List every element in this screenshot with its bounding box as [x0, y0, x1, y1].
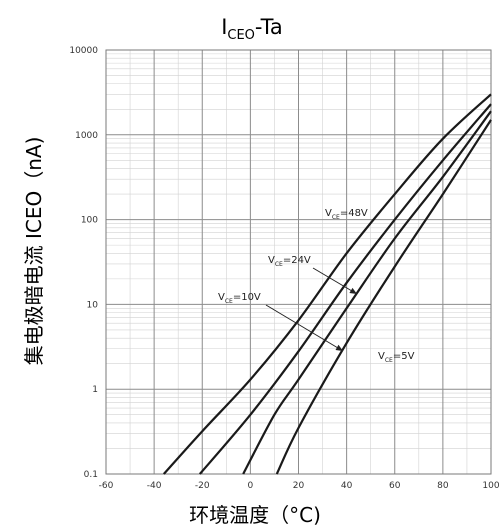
y-tick-label: 10 [87, 300, 99, 310]
y-axis-title: 集电极暗电流 ICEO（nA) [22, 137, 46, 366]
tick-labels: -60 -40 -20 0 20 40 60 80 100 0.1 1 10 100 1000 10000 [69, 46, 499, 491]
chart-title: ICEO-Ta [221, 15, 283, 43]
x-tick-label: 100 [482, 481, 499, 491]
title-main: I [221, 15, 227, 39]
series-line-2 [198, 103, 492, 475]
series-curves [162, 93, 492, 475]
x-tick-label: 60 [389, 481, 401, 491]
series-label-tail: =48V [340, 208, 368, 219]
x-tick-label: -20 [195, 481, 210, 491]
series-label-1: VCE=48V [325, 208, 368, 221]
x-tick-label: 80 [437, 481, 449, 491]
series-label-2: VCE=24V [268, 255, 311, 268]
leader-line [265, 304, 344, 352]
series-label-tail: =5V [393, 351, 415, 362]
x-axis-title: 环境温度（°C) [189, 503, 321, 527]
x-tick-label: -60 [99, 481, 114, 491]
x-tick-label: 40 [341, 481, 353, 491]
series-line-3 [242, 110, 492, 475]
series-label-tail: =24V [283, 255, 311, 266]
y-tick-label: 1000 [75, 131, 98, 141]
series-line-1 [162, 93, 492, 475]
series-label-main: V [378, 351, 385, 362]
title-subscript: CEO [227, 28, 255, 43]
title-tail: -Ta [255, 15, 283, 39]
series-label-main: V [325, 208, 332, 219]
y-tick-label: 10000 [69, 46, 98, 56]
series-label-main: V [218, 292, 225, 303]
series-label-4: VCE=5V [378, 351, 415, 364]
y-tick-label: 100 [81, 216, 98, 226]
series-line-4 [275, 119, 492, 475]
x-tick-label: -40 [147, 481, 162, 491]
series-label-subscript: CE [275, 261, 283, 268]
series-label-subscript: CE [332, 214, 340, 221]
series-label-subscript: CE [225, 298, 233, 305]
leader-line [312, 267, 358, 295]
y-tick-label: 0.1 [84, 470, 98, 480]
series-label-main: V [268, 255, 275, 266]
series-label-tail: =10V [233, 292, 261, 303]
plot-frame [105, 49, 492, 475]
x-tick-label: 20 [293, 481, 305, 491]
series-label-subscript: CE [385, 357, 393, 364]
grid [105, 49, 492, 475]
series-label-3: VCE=10V [218, 292, 261, 305]
leader-arrowhead [349, 287, 357, 294]
x-tick-label: 0 [248, 481, 254, 491]
leader-arrowhead [335, 344, 343, 351]
y-tick-label: 1 [92, 385, 98, 395]
